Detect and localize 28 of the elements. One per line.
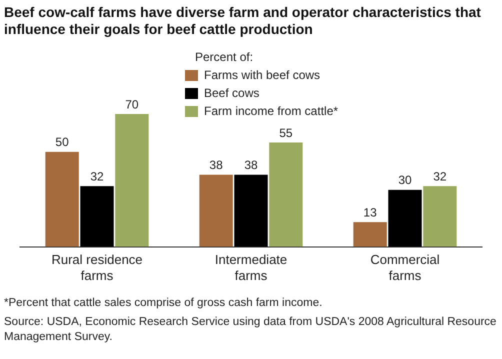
data-label: 55 — [279, 126, 293, 140]
legend-label: Beef cows — [204, 85, 260, 102]
legend-label: Farms with beef cows — [204, 67, 320, 84]
data-label: 50 — [55, 135, 70, 150]
legend-title: Percent of: — [195, 49, 254, 66]
legend-label: Farm income from cattle* — [204, 103, 338, 120]
bar — [423, 186, 457, 247]
bar — [388, 190, 422, 247]
bar — [353, 222, 387, 247]
source-note: Source: USDA, Economic Research Service using data from USDA's 2008 Agricultural Resource Management Survey. — [4, 315, 498, 345]
x-tick-label: Rural residence farms — [51, 252, 143, 283]
data-label: 38 — [209, 158, 224, 172]
x-tick-label: Commercial farms — [370, 252, 440, 283]
bar — [199, 174, 233, 247]
data-label: 32 — [433, 169, 447, 184]
data-label: 32 — [90, 169, 104, 184]
data-label: 30 — [398, 173, 412, 188]
x-tick-label: Intermediate farms — [214, 252, 288, 283]
text: *Percent that cattle sales comprise of gross cash farm income. — [4, 296, 324, 311]
bar — [269, 142, 303, 247]
bar — [80, 186, 114, 247]
chart-title: Beef cow-calf farms have diverse farm and operator characteristics that influence their goals for beef cattle production — [4, 4, 482, 38]
bar — [45, 152, 79, 247]
bar — [234, 174, 268, 247]
data-label: 13 — [363, 205, 378, 220]
bar — [115, 114, 149, 247]
data-label: 38 — [244, 158, 258, 172]
data-label: 70 — [125, 97, 139, 112]
